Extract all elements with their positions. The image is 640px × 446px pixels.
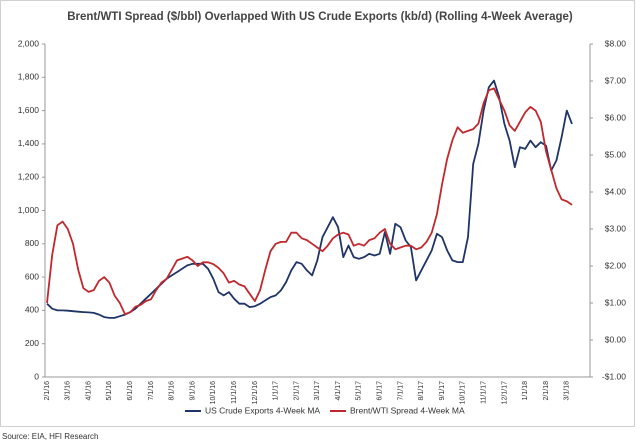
- x-tick-label: 1/1/18: [522, 381, 529, 401]
- x-tick-label: 10/1/16: [210, 381, 217, 404]
- series-line: [46, 79, 573, 319]
- x-tick-label: 10/1/17: [460, 381, 467, 404]
- y2-tick-label: $2.00: [605, 260, 627, 270]
- x-tick-label: 4/1/16: [85, 381, 92, 401]
- y2-tick-label: $0.00: [605, 334, 627, 344]
- x-tick-label: 11/1/16: [231, 381, 238, 404]
- x-tick-label: 12/1/17: [501, 381, 508, 404]
- y2-tick-label: $4.00: [605, 186, 627, 196]
- x-tick-label: 8/1/17: [418, 381, 425, 401]
- chart-border: [0, 0, 635, 427]
- x-tick-label: 3/1/17: [314, 381, 321, 401]
- x-tick-label: 3/1/16: [65, 381, 72, 401]
- y-tick-label: 800: [25, 238, 39, 248]
- y2-tick-label: $3.00: [605, 223, 627, 233]
- x-tick-label: 2/1/18: [543, 381, 550, 401]
- x-tick-label: 5/1/17: [356, 381, 363, 401]
- x-tick-label: 2/1/17: [293, 381, 300, 401]
- source: Source: EIA, HFI Research: [2, 432, 98, 441]
- y2-tick-label: $7.00: [605, 75, 627, 85]
- y-tick-label: 1,400: [18, 138, 40, 148]
- x-tick-label: 5/1/16: [106, 381, 113, 401]
- x-tick-label: 4/1/17: [335, 381, 342, 401]
- x-tick-label: 12/1/16: [252, 381, 259, 404]
- x-tick-label: 6/1/16: [127, 381, 134, 401]
- y-tick-label: 0: [34, 371, 39, 381]
- legend-label: US Crude Exports 4-Week MA: [205, 405, 320, 415]
- x-tick-label: 7/1/16: [148, 381, 155, 401]
- x-tick-label: 6/1/17: [377, 381, 384, 401]
- x-tick-label: 9/1/16: [189, 381, 196, 401]
- y2-tick-label: $1.00: [605, 297, 627, 307]
- legend-label: Brent/WTI Spread 4-Week MA: [350, 405, 465, 415]
- x-tick-label: 3/1/18: [564, 381, 571, 401]
- y-tick-label: 600: [25, 271, 39, 281]
- y2-tick-label: $8.00: [605, 38, 627, 48]
- chart-title: Brent/WTI Spread ($/bbl) Overlapped With…: [67, 11, 573, 23]
- x-tick-label: 9/1/17: [439, 381, 446, 401]
- y2-tick-label: -$1.00: [602, 371, 626, 381]
- y-tick-label: 400: [25, 305, 39, 315]
- series-line: [46, 87, 573, 315]
- y-tick-label: 1,800: [18, 72, 40, 82]
- y-tick-label: 2,000: [18, 38, 40, 48]
- y-tick-label: 1,600: [18, 105, 40, 115]
- y-tick-label: 1,000: [18, 205, 40, 215]
- x-tick-label: 11/1/17: [480, 381, 487, 404]
- x-tick-label: 8/1/16: [169, 381, 176, 401]
- y2-tick-label: $6.00: [605, 112, 627, 122]
- y-tick-label: 200: [25, 338, 39, 348]
- x-tick-label: 1/1/17: [273, 381, 280, 401]
- x-tick-label: 7/1/17: [397, 381, 404, 401]
- y-tick-label: 1,200: [18, 171, 40, 181]
- x-tick-label: 2/1/16: [44, 381, 51, 401]
- y2-tick-label: $5.00: [605, 149, 627, 159]
